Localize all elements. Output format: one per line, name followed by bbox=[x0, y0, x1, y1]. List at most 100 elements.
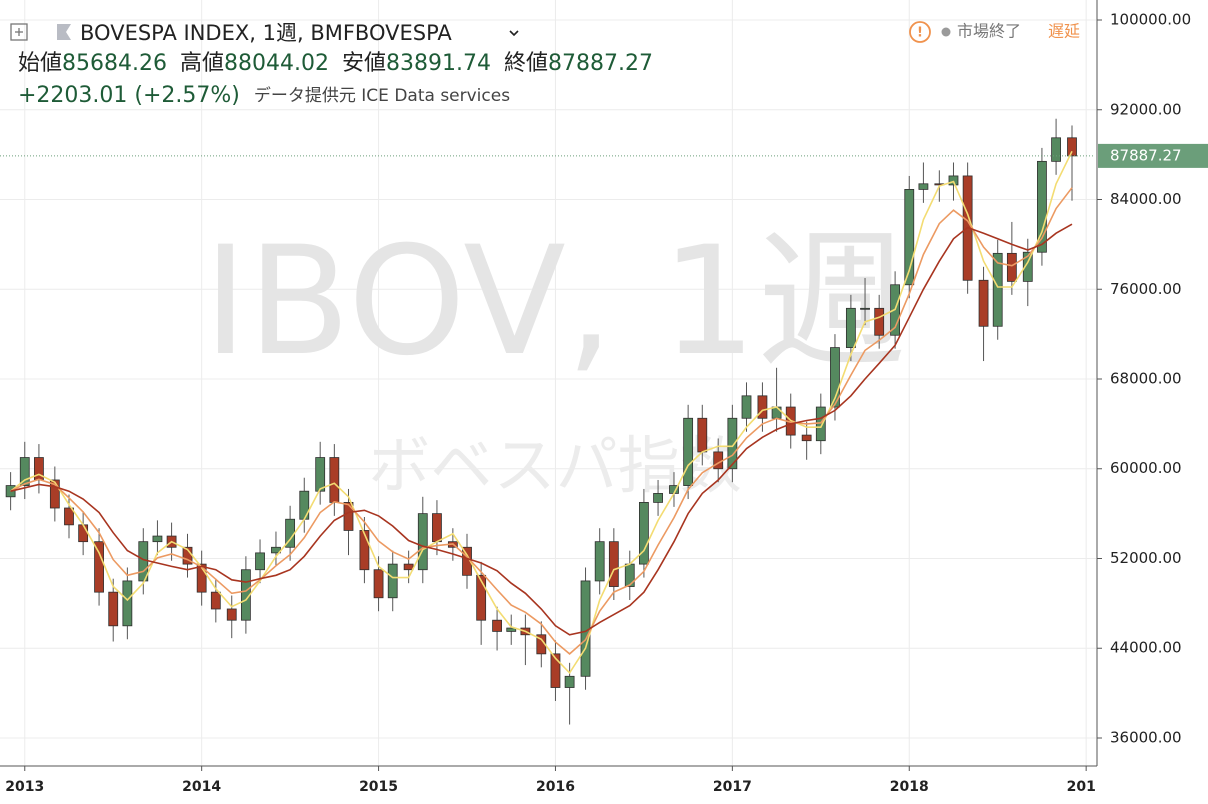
candle-body bbox=[1067, 137, 1077, 157]
candle-body bbox=[359, 530, 370, 571]
candle-body bbox=[1022, 251, 1033, 282]
low-label: 安値 bbox=[342, 51, 386, 76]
y-tick-label: 60000.00 bbox=[1110, 459, 1182, 477]
candle-body bbox=[564, 675, 575, 688]
candle-body bbox=[49, 479, 60, 509]
candle-body bbox=[594, 541, 605, 582]
y-tick-label: 36000.00 bbox=[1110, 728, 1182, 746]
candle-body bbox=[122, 580, 133, 627]
status-icon-mark: ! bbox=[917, 26, 923, 41]
candle-body bbox=[697, 417, 708, 453]
candle-body bbox=[624, 563, 635, 587]
symbol-title[interactable]: BOVESPA INDEX, 1週, BMFBOVESPA bbox=[80, 21, 452, 45]
watermark-sub: ボベスパ指数 bbox=[368, 429, 741, 502]
candle-body bbox=[801, 434, 812, 442]
candle-body bbox=[343, 502, 354, 531]
moving-average-line bbox=[10, 150, 1073, 675]
candle-body bbox=[210, 591, 221, 610]
x-tick-label: 2019 bbox=[1067, 779, 1106, 795]
data-source: データ提供元 ICE Data services bbox=[254, 85, 510, 106]
open-label: 始値 bbox=[18, 51, 62, 76]
symbol-dropdown[interactable] bbox=[509, 30, 519, 37]
candle-body bbox=[653, 493, 663, 503]
open-value: 85684.26 bbox=[62, 51, 167, 76]
candle-body bbox=[608, 541, 619, 587]
y-tick-label: 68000.00 bbox=[1110, 370, 1182, 388]
market-status: 市場終了 bbox=[957, 22, 1021, 41]
candle-body bbox=[403, 563, 414, 571]
x-tick-label: 2018 bbox=[890, 779, 929, 795]
candle-body bbox=[329, 457, 340, 503]
candle-body bbox=[860, 307, 870, 310]
candle-body bbox=[373, 569, 384, 599]
last-price-label: 87887.27 bbox=[1110, 146, 1182, 164]
candle-body bbox=[64, 507, 74, 526]
low-value: 83891.74 bbox=[386, 51, 491, 76]
candle-body bbox=[771, 406, 782, 419]
status-dot bbox=[941, 27, 951, 37]
candle-body bbox=[874, 307, 885, 336]
candle-body bbox=[152, 535, 163, 543]
x-tick-label: 2016 bbox=[536, 779, 575, 795]
candle-body bbox=[387, 563, 398, 599]
candle-body bbox=[255, 552, 265, 571]
candle-body bbox=[904, 189, 915, 286]
candle-body bbox=[417, 513, 428, 571]
flag-icon bbox=[57, 24, 71, 40]
close-value: 87887.27 bbox=[548, 51, 653, 76]
status-icon[interactable] bbox=[909, 21, 931, 43]
candle-body bbox=[550, 653, 561, 688]
x-tick-label: 2015 bbox=[359, 779, 398, 795]
x-tick-label: 2014 bbox=[182, 779, 221, 795]
candle-body bbox=[315, 457, 326, 492]
candle-body bbox=[506, 627, 517, 632]
expand-icon[interactable] bbox=[10, 23, 28, 41]
candle-body bbox=[432, 513, 442, 543]
y-tick-label: 84000.00 bbox=[1110, 190, 1182, 208]
candle-body bbox=[727, 417, 738, 470]
last-price-tag bbox=[1098, 143, 1208, 168]
candle-body bbox=[1051, 137, 1061, 162]
candle-body bbox=[830, 347, 840, 408]
candle-body bbox=[757, 395, 768, 419]
candle-body bbox=[683, 417, 694, 486]
candle-body bbox=[94, 541, 104, 593]
y-tick-label: 100000.00 bbox=[1110, 11, 1191, 29]
candle-body bbox=[1037, 160, 1047, 253]
ohlc-legend: 始値85684.26 高値88044.02 安値83891.74 終値87887… bbox=[18, 51, 653, 76]
x-tick-label: 2013 bbox=[5, 779, 44, 795]
candle-body bbox=[992, 252, 1003, 327]
y-tick-label: 92000.00 bbox=[1110, 100, 1182, 118]
delay-label[interactable]: 遅延 bbox=[1048, 22, 1080, 41]
y-tick-label: 76000.00 bbox=[1110, 280, 1182, 298]
candle-body bbox=[476, 574, 487, 621]
change-line: +2203.01 (+2.57%) データ提供元 ICE Data service… bbox=[18, 83, 510, 108]
candle-body bbox=[226, 608, 237, 621]
candle-body bbox=[845, 307, 856, 348]
candle-body bbox=[1006, 252, 1017, 282]
candle-body bbox=[492, 619, 502, 632]
candle-body bbox=[196, 563, 207, 593]
high-value: 88044.02 bbox=[224, 51, 329, 76]
candle-body bbox=[948, 175, 959, 186]
moving-average-line bbox=[10, 187, 1073, 655]
change: +2203.01 (+2.57%) bbox=[18, 83, 240, 108]
candle-body bbox=[978, 279, 989, 327]
close-label: 終値 bbox=[504, 51, 548, 76]
candle-body bbox=[78, 524, 89, 543]
candle-body bbox=[741, 395, 752, 419]
y-tick-label: 44000.00 bbox=[1110, 639, 1182, 657]
candle-body bbox=[108, 591, 119, 627]
y-tick-label: 52000.00 bbox=[1110, 549, 1182, 567]
moving-average-line bbox=[10, 223, 1073, 636]
watermark: IBOV, 1週 bbox=[203, 215, 906, 389]
high-label: 高値 bbox=[180, 51, 224, 76]
candle-body bbox=[299, 490, 310, 520]
overlay: BOVESPA INDEX, 1週, BMFBOVESPA 始値85684.26… bbox=[0, 0, 1208, 767]
candle-body bbox=[713, 451, 724, 470]
candle-body bbox=[918, 183, 929, 190]
candle-body bbox=[815, 406, 826, 442]
candle-body bbox=[639, 502, 649, 565]
